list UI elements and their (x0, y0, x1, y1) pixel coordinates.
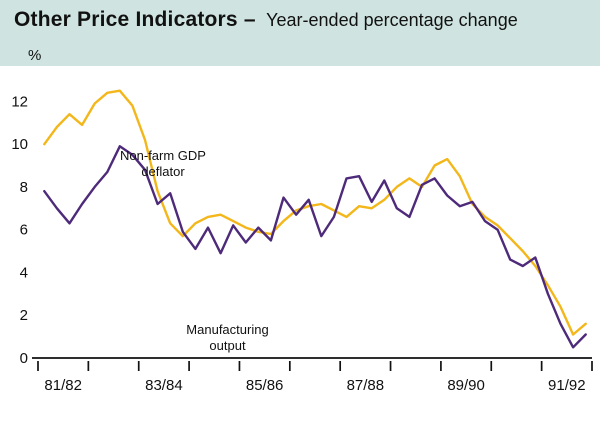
y-tick-label: 4 (20, 264, 28, 281)
series-line-manufacturing-output (43, 145, 587, 349)
annotation-line: deflator (141, 164, 185, 179)
chart-canvas: 81/82 83/84 85/86 87/88 89/90 91/92 0 2 4 6 8 10 12 (11, 89, 593, 394)
annotation-manufacturing-output: Manufacturing output (160, 322, 295, 354)
x-tick-label: 91/92 (548, 377, 586, 394)
chart-subtitle: Year-ended percentage change (266, 10, 518, 30)
chart-title-row: Other Price Indicators – Year-ended perc… (14, 7, 600, 35)
y-tick-label: 6 (20, 222, 28, 239)
x-tick-label: 87/88 (347, 377, 385, 394)
x-tick-label: 83/84 (145, 377, 183, 394)
y-tick-label: 2 (20, 307, 28, 324)
y-tick-label: 8 (20, 179, 28, 196)
y-tick-label: 0 (20, 350, 28, 367)
chart-title: Other Price Indicators – (14, 8, 256, 31)
series-line-non-farm-gdp-deflator (43, 89, 587, 336)
chart-header: Other Price Indicators – Year-ended perc… (0, 0, 600, 66)
y-tick-label: 10 (11, 136, 28, 153)
y-tick-label: 12 (11, 93, 28, 110)
y-axis-unit-label: % (28, 47, 42, 64)
annotation-line: output (209, 338, 246, 353)
x-tick-label: 89/90 (447, 377, 485, 394)
x-tick-label: 85/86 (246, 377, 284, 394)
x-tick-label: 81/82 (44, 377, 82, 394)
annotation-line: Non-farm GDP (120, 148, 206, 163)
line-chart: 81/82 83/84 85/86 87/88 89/90 91/92 0 2 4 6 8 10 12 … (0, 66, 600, 427)
annotation-line: Manufacturing (186, 322, 269, 337)
annotation-nonfarm-gdp-deflator: Non-farm GDP deflator (103, 148, 223, 180)
